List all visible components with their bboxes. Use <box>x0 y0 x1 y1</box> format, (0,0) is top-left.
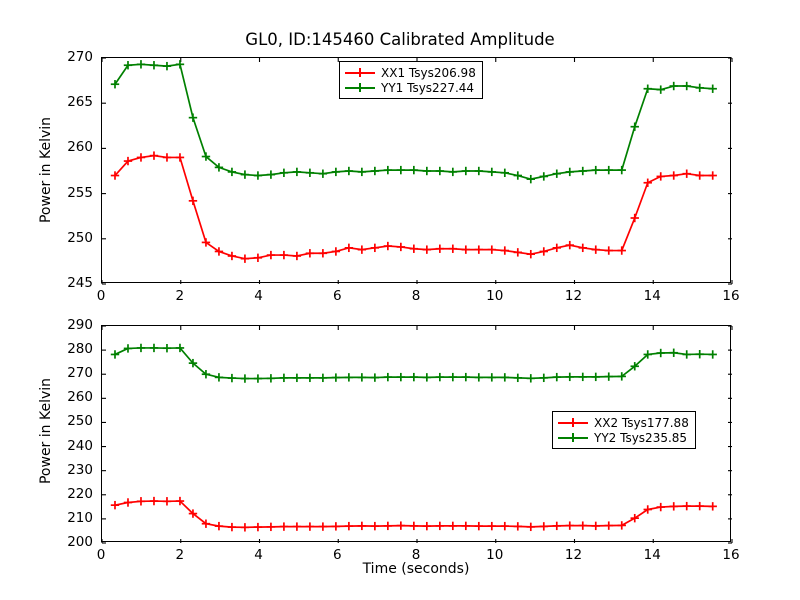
legend-item[interactable]: XX1 Tsys206.98 <box>345 65 476 80</box>
x-tick-label: 16 <box>722 288 740 304</box>
y-tick-label: 260 <box>67 139 93 156</box>
y-tick-label: 265 <box>67 94 93 111</box>
x-tick-label: 2 <box>175 288 185 304</box>
top-panel-plot-area <box>101 57 733 285</box>
y-tick-label: 250 <box>67 413 93 430</box>
x-tick-label: 6 <box>332 288 342 304</box>
legend-label: XX2 Tsys177.88 <box>594 415 689 430</box>
line-sample-icon <box>558 416 588 429</box>
x-tick-label: 2 <box>175 547 185 563</box>
legend-label: YY1 Tsys227.44 <box>381 80 475 95</box>
line-sample-icon <box>345 81 375 94</box>
y-tick-label: 290 <box>67 317 93 333</box>
y-tick-label: 230 <box>67 461 93 478</box>
y-tick-label: 210 <box>67 509 93 526</box>
y-tick-label: 270 <box>67 365 93 382</box>
x-tick-label: 14 <box>643 547 661 563</box>
page-title: GL0, ID:145460 Calibrated Amplitude <box>245 30 555 49</box>
legend-item[interactable]: XX2 Tsys177.88 <box>558 415 689 430</box>
y-tick-label: 280 <box>67 341 93 358</box>
y-tick-label: 240 <box>67 437 93 454</box>
legend-label: XX1 Tsys206.98 <box>381 65 476 80</box>
x-tick-label: 0 <box>96 288 106 304</box>
data-series <box>110 343 717 383</box>
bottom-panel-plot-area <box>101 325 733 544</box>
y-tick-label: 255 <box>67 184 93 201</box>
legend-item[interactable]: YY1 Tsys227.44 <box>345 80 476 95</box>
data-series <box>110 60 717 184</box>
top-panel-legend[interactable]: XX1 Tsys206.98 YY1 Tsys227.44 <box>339 61 483 99</box>
x-tick-label: 4 <box>254 547 263 563</box>
bottom-panel-xlabel: Time (seconds) <box>362 561 470 577</box>
x-tick-label: 12 <box>564 288 583 304</box>
y-tick-label: 270 <box>67 49 93 65</box>
x-tick-label: 14 <box>643 288 661 304</box>
data-series <box>110 151 717 263</box>
x-tick-label: 16 <box>722 547 740 563</box>
y-tick-label: 200 <box>67 534 93 550</box>
legend-label: YY2 Tsys235.85 <box>594 430 688 445</box>
line-sample-icon <box>345 66 375 79</box>
y-tick-label: 220 <box>67 485 93 502</box>
x-tick-label: 10 <box>486 547 504 563</box>
bottom-panel-axes <box>101 325 733 544</box>
x-tick-label: 12 <box>564 547 583 563</box>
x-tick-label: 6 <box>332 547 342 563</box>
x-tick-label: 8 <box>411 288 421 304</box>
line-sample-icon <box>558 431 588 444</box>
x-tick-label: 10 <box>486 288 504 304</box>
bottom-panel-legend[interactable]: XX2 Tsys177.88 YY2 Tsys235.85 <box>552 411 696 449</box>
x-tick-label: 0 <box>96 547 106 563</box>
x-tick-label: 4 <box>254 288 263 304</box>
y-tick-label: 245 <box>67 275 93 291</box>
data-series <box>110 496 717 532</box>
x-tick-label: 8 <box>411 547 421 563</box>
y-tick-label: 250 <box>67 229 93 246</box>
y-tick-label: 260 <box>67 389 93 406</box>
legend-item[interactable]: YY2 Tsys235.85 <box>558 430 689 445</box>
